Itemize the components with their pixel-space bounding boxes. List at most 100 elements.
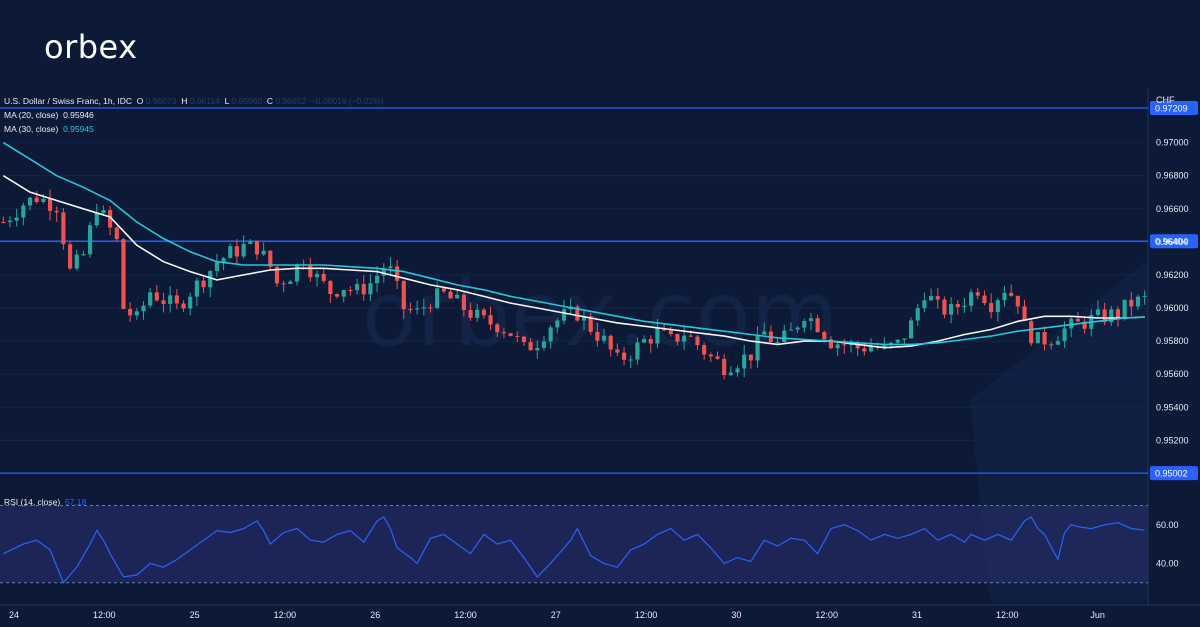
candle-body	[808, 318, 814, 322]
candle-body	[989, 303, 994, 313]
candle-body	[1029, 321, 1034, 344]
time-tick-label: 30	[731, 610, 741, 620]
candle-body	[475, 309, 480, 318]
time-tick-label: 12:00	[93, 610, 116, 620]
price-tick-label: 0.95400	[1156, 402, 1189, 412]
candle-body	[248, 240, 253, 244]
candle-body	[141, 305, 146, 312]
candle-body	[408, 309, 413, 311]
candle-body	[54, 210, 59, 213]
time-tick-label: 24	[9, 610, 19, 620]
price-tick-label: 0.96800	[1156, 171, 1189, 181]
candle-body	[828, 339, 834, 349]
candle-body	[388, 266, 393, 269]
candle-body	[708, 354, 713, 357]
candle-body	[328, 280, 333, 295]
candle-body	[682, 335, 687, 342]
candle-body	[601, 335, 607, 341]
level-price-label: 0.97209	[1155, 104, 1188, 114]
price-tick-label: 0.95200	[1156, 435, 1189, 445]
time-tick-label: 12:00	[274, 610, 297, 620]
candle-body	[188, 296, 193, 309]
ma30-legend: MA (30, close) 0.95945	[4, 124, 94, 134]
candle-body	[41, 198, 46, 203]
time-tick-label: 27	[551, 610, 561, 620]
candle-body	[862, 348, 867, 352]
candle-body	[415, 308, 420, 310]
candle-body	[361, 284, 366, 295]
level-price-tag	[1150, 101, 1198, 116]
candle-body	[381, 268, 386, 276]
candle-body	[281, 283, 286, 285]
level-price-tag	[1150, 466, 1198, 481]
candle-body	[161, 300, 166, 304]
candle-body	[461, 294, 466, 311]
candle-body	[955, 303, 960, 308]
price-tick-label: 0.95600	[1156, 369, 1189, 379]
low-label: L	[224, 96, 229, 106]
candle-body	[715, 356, 720, 359]
candle-body	[755, 334, 760, 361]
candle-body	[982, 295, 987, 304]
price-tick-label: 0.95800	[1156, 336, 1189, 346]
time-tick-label: 25	[190, 610, 200, 620]
candle-body	[314, 273, 320, 278]
candle-body	[1049, 344, 1054, 346]
candle-body	[915, 308, 920, 321]
candle-body	[748, 354, 753, 361]
candle-body	[1095, 309, 1101, 315]
candle-body	[254, 240, 260, 255]
candle-body	[74, 254, 79, 269]
candle-body	[488, 315, 493, 325]
price-tick-label: 0.96000	[1156, 303, 1189, 313]
candle-body	[1109, 309, 1114, 323]
time-tick-label: 12:00	[815, 610, 838, 620]
rsi-tick-label: 40.00	[1156, 558, 1179, 568]
candle-body	[815, 318, 820, 333]
candle-body	[949, 303, 954, 315]
candle-body	[942, 299, 947, 315]
candle-body	[895, 339, 900, 343]
candle-body	[341, 290, 346, 297]
candle-body	[21, 205, 26, 218]
candle-body	[168, 295, 173, 304]
candle-body	[515, 335, 520, 337]
ma20-line	[2, 175, 1145, 349]
candle-body	[94, 213, 99, 226]
candle-body	[688, 335, 693, 337]
candle-body	[495, 324, 500, 333]
candle-body	[842, 344, 847, 346]
close-label: C	[266, 96, 273, 106]
candle-body	[969, 292, 974, 306]
candle-body	[108, 210, 113, 228]
time-tick-label: Jun	[1090, 610, 1105, 620]
candle-body	[775, 342, 780, 344]
candle-body	[1002, 292, 1007, 301]
time-tick-label: 31	[912, 610, 922, 620]
candle-body	[528, 342, 533, 351]
rsi-legend: RSI (14, close) 57.18	[4, 497, 86, 507]
candle-body	[181, 303, 186, 309]
candle-body	[401, 280, 406, 310]
candle-body	[455, 294, 460, 299]
level-price-label: 0.96404	[1155, 237, 1188, 247]
candle-body	[88, 225, 93, 255]
candle-body	[27, 197, 33, 206]
candle-body	[321, 273, 326, 281]
candle-body	[81, 254, 86, 256]
candle-body	[762, 331, 767, 335]
candle-body	[575, 306, 580, 321]
candle-body	[588, 316, 593, 332]
level-price-tag	[1150, 234, 1198, 249]
watermark-text: orbex.com	[361, 262, 838, 367]
price-tick-label: 0.96600	[1156, 204, 1189, 214]
candle-body	[1115, 309, 1121, 318]
candle-body	[261, 250, 266, 255]
candle-body	[882, 344, 887, 348]
candle-body	[722, 358, 727, 376]
candle-body	[535, 347, 540, 351]
candle-body	[14, 217, 19, 221]
candle-body	[1, 222, 6, 223]
candle-body	[635, 342, 640, 360]
